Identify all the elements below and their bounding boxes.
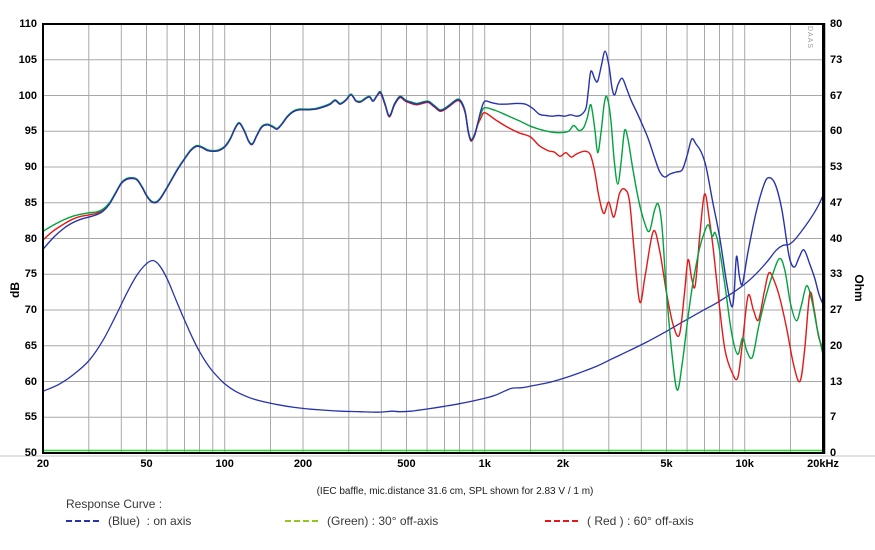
chart-caption: (IEC baffle, mic.distance 31.6 cm, SPL s… — [316, 486, 594, 497]
legend-label-on-axis: (Blue) : on axis — [108, 514, 192, 528]
y-axis-tick-db: 60 — [24, 375, 37, 388]
legend-swatch-green — [285, 520, 318, 522]
x-axis-tick: 100 — [215, 458, 234, 470]
y-axis-tick-db: 95 — [24, 125, 37, 138]
x-axis-tick: 5k — [660, 458, 673, 470]
y-axis-tick-db: 110 — [19, 18, 37, 30]
y-axis-tick-ohm: 40 — [830, 232, 843, 245]
x-axis-tick: 50 — [140, 458, 153, 470]
x-axis-tick: 20 — [36, 458, 50, 470]
y-axis-tick-db: 75 — [24, 268, 37, 281]
y-axis-tick-ohm: 7 — [830, 411, 837, 424]
y-axis-tick-db: 100 — [18, 89, 37, 102]
impedance-curve — [43, 194, 823, 413]
legend-title: Response Curve : — [66, 497, 163, 511]
y-axis-tick-ohm: 33 — [830, 268, 843, 281]
legend-swatch-blue — [66, 520, 99, 522]
spl-60-off-axis-curve — [43, 92, 823, 383]
y-axis-tick-ohm: 13 — [830, 375, 843, 388]
x-axis-tick: 2k — [556, 458, 570, 470]
x-axis-tick: 20kHz — [807, 458, 839, 470]
x-axis-tick: 500 — [397, 458, 416, 470]
legend-swatch-red — [545, 520, 578, 522]
y-axis-tick-db: 90 — [24, 161, 37, 173]
legend-item-on-axis: (Blue) : on axis — [66, 512, 191, 530]
y-axis-tick-ohm: 0 — [830, 447, 837, 459]
y-axis-tick-ohm: 67 — [830, 89, 843, 102]
y-axis-tick-ohm: 80 — [830, 18, 843, 30]
y-axis-tick-ohm: 73 — [830, 53, 843, 66]
y-axis-tick-db: 85 — [24, 196, 37, 209]
y-axis-tick-db: 80 — [24, 232, 37, 245]
y-axis-tick-ohm: 60 — [830, 125, 843, 138]
y-axis-tick-db: 65 — [24, 339, 37, 352]
legend-label-30-off-axis: (Green) : 30° off-axis — [327, 514, 439, 528]
x-axis-tick: 1k — [478, 458, 491, 470]
legend-item-60-off-axis: ( Red ) : 60° off-axis — [545, 512, 694, 530]
x-axis-tick: 10k — [735, 458, 754, 470]
y-axis-tick-db: 105 — [18, 53, 37, 66]
y-axis-tick-ohm: 20 — [830, 339, 843, 352]
y-axis-tick-ohm: 53 — [830, 161, 843, 173]
legend-label-60-off-axis: ( Red ) : 60° off-axis — [587, 514, 694, 528]
y-axis-tick-ohm: 27 — [830, 304, 843, 316]
y-axis-tick-db: 55 — [24, 411, 37, 424]
y-axis-tick-ohm: 47 — [830, 196, 843, 209]
x-axis-tick: 200 — [293, 458, 313, 470]
y-axis-tick-db: 50 — [24, 447, 37, 459]
watermark-daas: DAAS — [806, 26, 813, 50]
spl-on-axis-curve — [43, 50, 823, 308]
legend-item-30-off-axis: (Green) : 30° off-axis — [285, 512, 438, 530]
y-axis-tick-db: 70 — [24, 304, 37, 316]
